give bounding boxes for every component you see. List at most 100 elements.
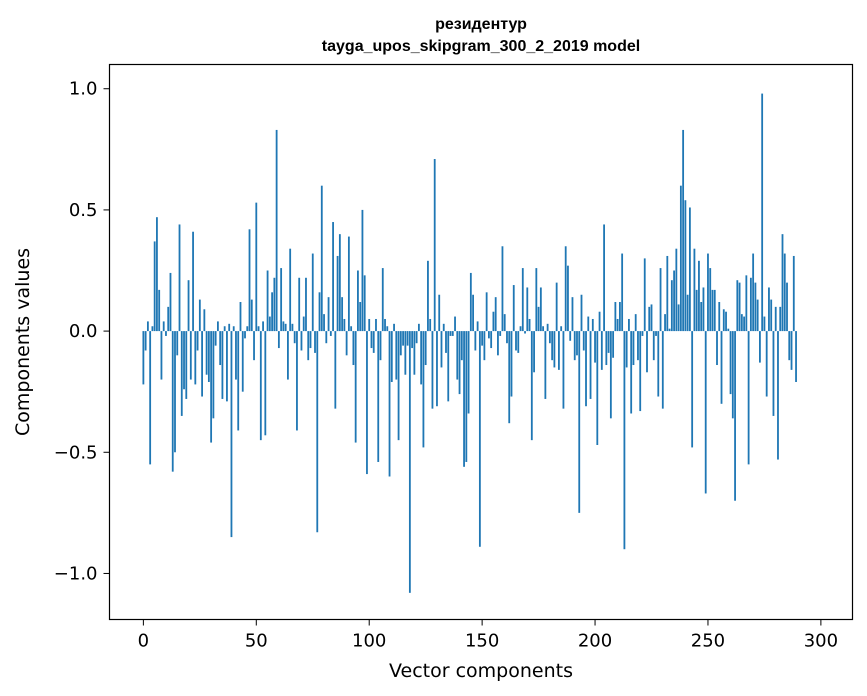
bar — [311, 253, 314, 332]
bar — [772, 331, 775, 416]
bar — [643, 258, 646, 332]
bar — [781, 234, 784, 332]
bar — [600, 331, 603, 370]
bar — [788, 331, 791, 361]
bar — [296, 331, 298, 431]
bar — [415, 331, 418, 344]
bar — [395, 331, 398, 380]
bar — [675, 248, 678, 332]
bar — [535, 268, 538, 332]
bar — [517, 331, 520, 353]
bar — [375, 318, 377, 332]
bar — [578, 331, 581, 513]
bar — [648, 306, 651, 332]
bar — [786, 282, 788, 332]
bar — [585, 331, 587, 407]
bar — [768, 287, 770, 332]
bar — [185, 331, 188, 399]
bar — [203, 309, 206, 332]
bar — [756, 299, 759, 332]
bar — [241, 331, 244, 392]
y-tick-label: 1.0 — [69, 79, 98, 100]
bar — [763, 316, 766, 332]
bar — [564, 246, 567, 332]
bar — [354, 331, 357, 443]
bar — [693, 248, 696, 332]
bar — [460, 331, 463, 361]
bar — [526, 287, 529, 332]
bar — [765, 331, 768, 397]
bar — [357, 270, 359, 332]
bar — [300, 331, 303, 351]
bar — [637, 331, 639, 361]
bar — [467, 331, 470, 414]
y-tick-label: −1.0 — [54, 563, 98, 584]
bar — [625, 331, 628, 368]
bar — [614, 302, 617, 332]
bar — [481, 331, 484, 346]
bar — [749, 277, 752, 332]
bar — [350, 326, 353, 332]
bar — [485, 292, 488, 332]
bar — [424, 331, 427, 366]
bar — [268, 316, 271, 332]
bar — [438, 294, 441, 332]
bar — [736, 280, 739, 332]
bar — [341, 297, 344, 332]
bar — [544, 331, 547, 399]
bar — [533, 331, 535, 373]
bar — [783, 253, 786, 332]
bar — [571, 297, 574, 332]
bar — [492, 311, 495, 332]
bar — [293, 331, 296, 344]
y-axis-ticks: −1.0 −0.5 0.0 0.5 1.0 — [54, 79, 110, 584]
bar — [664, 314, 666, 332]
bar — [609, 331, 612, 419]
bar — [345, 331, 348, 356]
bar — [576, 331, 578, 356]
bar — [302, 316, 305, 332]
bar — [704, 331, 707, 494]
bar — [754, 282, 757, 332]
bar — [747, 331, 750, 465]
bar — [192, 231, 194, 332]
bar — [275, 129, 278, 332]
bar — [612, 331, 615, 358]
bar — [795, 331, 797, 382]
chart-title: резидентур — [435, 16, 527, 33]
bar — [347, 236, 350, 332]
bar — [255, 202, 258, 332]
bar — [442, 323, 445, 332]
bar — [411, 331, 414, 349]
bar — [449, 331, 452, 336]
bar — [413, 331, 416, 375]
bar — [329, 331, 332, 336]
bar — [397, 331, 400, 441]
bar — [770, 299, 773, 332]
bar — [740, 314, 743, 332]
bar — [727, 328, 730, 332]
bar — [334, 331, 337, 409]
bar — [634, 314, 637, 332]
bar — [738, 282, 741, 332]
bar — [262, 321, 264, 332]
bar — [521, 268, 524, 332]
bar — [427, 260, 429, 332]
bar — [325, 331, 328, 344]
bar — [515, 331, 517, 351]
bar — [607, 331, 610, 353]
bar — [390, 331, 393, 382]
bar — [472, 294, 474, 332]
bar — [718, 302, 721, 332]
x-tick-label: 50 — [245, 631, 268, 652]
bar — [451, 331, 454, 336]
bar — [436, 331, 438, 407]
bar — [707, 253, 709, 332]
bar — [264, 331, 267, 436]
bar — [280, 268, 283, 332]
bar — [616, 318, 619, 332]
bar — [594, 331, 596, 363]
plot-frame — [108, 63, 854, 621]
bar — [530, 331, 533, 441]
